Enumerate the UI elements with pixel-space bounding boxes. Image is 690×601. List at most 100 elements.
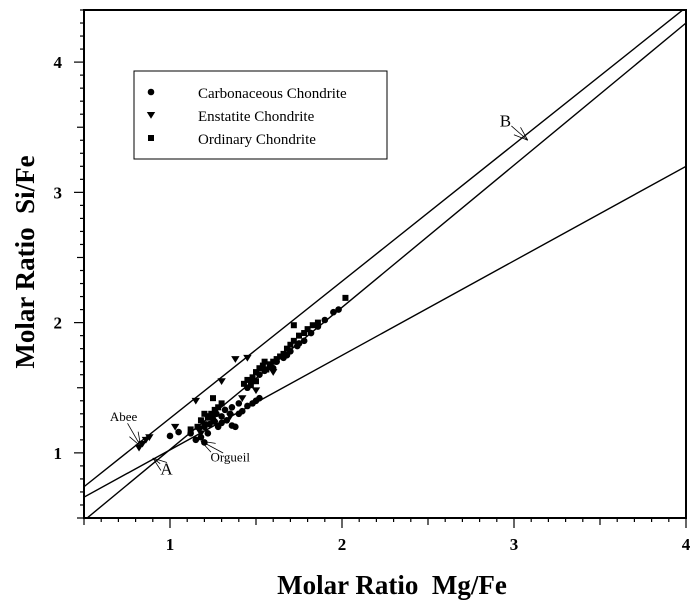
point-circle (197, 433, 205, 441)
point-circle (335, 306, 342, 313)
y-tick-label: 2 (54, 314, 63, 333)
point-circle (206, 420, 213, 428)
point-circle (192, 436, 200, 444)
annotation-arrowhead (152, 457, 162, 471)
point-square (247, 382, 254, 389)
point-square (287, 341, 294, 348)
annotation-label: B (500, 112, 511, 131)
line-upper (84, 10, 684, 488)
point-square (342, 294, 349, 301)
annotation-arrowhead (137, 431, 142, 447)
point-triangle-down (134, 444, 144, 452)
point-circle (223, 417, 231, 424)
regression-lines (84, 10, 686, 518)
point-circle (321, 316, 329, 324)
y-axis-title: Molar Ratio Si/Fe (10, 155, 40, 368)
point-square (283, 345, 290, 352)
annotation-b: B (500, 112, 529, 141)
point-triangle-down (191, 397, 200, 405)
plot-frame (83, 9, 687, 519)
annotation-arrow (200, 440, 224, 454)
line-lower (84, 165, 686, 498)
point-circle (300, 337, 308, 345)
x-tick-label: 3 (510, 535, 519, 554)
point-circle (244, 402, 251, 410)
point-square (218, 400, 225, 407)
point-circle (221, 406, 229, 414)
point-circle (175, 428, 182, 436)
point-square (201, 421, 208, 428)
point-triangle-down (238, 395, 247, 402)
point-square (201, 410, 208, 417)
point-square (256, 365, 263, 372)
annotation-arrowhead (200, 440, 212, 453)
point-circle (228, 403, 236, 411)
annotation-arrow (127, 423, 142, 447)
legend-box (133, 70, 388, 160)
point-square (259, 362, 266, 369)
point-circle (232, 423, 239, 431)
annotations: A B Abee Orgueil (110, 112, 529, 478)
annotation-arrowhead (513, 134, 528, 141)
point-circle (235, 400, 243, 407)
point-square (204, 414, 211, 421)
point-square (240, 380, 247, 387)
point-circle (218, 419, 225, 427)
annotation-arrow (152, 457, 161, 464)
point-square (261, 358, 268, 365)
annotation-arrowhead (152, 457, 168, 463)
point-circle (330, 308, 337, 316)
legend: Carbonaceous Chondrite Enstatite Chondrit… (133, 70, 388, 160)
point-square (211, 406, 218, 413)
point-square (273, 356, 280, 363)
point-square (194, 423, 201, 430)
y-tick-label: 1 (54, 444, 63, 463)
y-tick-label: 4 (54, 53, 63, 72)
point-square (296, 332, 302, 339)
annotation-a: A (152, 457, 173, 478)
annotation-orgueil: Orgueil (200, 440, 250, 464)
point-square (290, 337, 297, 344)
point-square (210, 395, 216, 402)
line-middle (86, 22, 686, 518)
point-circle (218, 413, 225, 420)
point-triangle-down (269, 369, 278, 376)
x-tick-label: 2 (338, 535, 347, 554)
point-square (187, 426, 194, 433)
legend-label: Enstatite Chondrite (198, 109, 315, 125)
legend-label: Ordinary Chondrite (198, 132, 316, 148)
point-circle (209, 415, 217, 423)
point-square (266, 361, 273, 368)
point-square (253, 378, 259, 385)
point-circle (166, 432, 174, 440)
point-square (263, 366, 270, 373)
annotation-label: Orgueil (210, 449, 250, 464)
point-square (301, 330, 308, 337)
annotation-label: Abee (110, 409, 138, 424)
point-circle (256, 394, 263, 402)
point-triangle-down (226, 413, 235, 421)
annotation-arrowhead (520, 127, 529, 141)
annotation-arrow (511, 125, 529, 141)
legend-items: Carbonaceous Chondrite Enstatite Chondrit… (146, 86, 347, 148)
point-triangle-down (170, 423, 180, 431)
point-square (244, 376, 251, 383)
point-square (208, 410, 215, 417)
x-tick-label: 4 (682, 535, 690, 554)
point-triangle-down (243, 354, 252, 362)
point-circle (204, 430, 212, 437)
point-circle (295, 340, 303, 347)
annotation-arrowhead (129, 436, 142, 447)
point-square (270, 358, 277, 365)
legend-item: Ordinary Chondrite (148, 132, 316, 148)
y-tick-label: 3 (54, 183, 63, 202)
point-square (304, 326, 311, 333)
point-square (314, 319, 321, 326)
point-triangle-down (251, 387, 261, 395)
point-square (253, 369, 259, 376)
legend-item: Enstatite Chondrite (146, 109, 315, 125)
point-triangle-down (217, 378, 226, 386)
data-points (134, 294, 349, 452)
legend-item: Carbonaceous Chondrite (147, 86, 347, 102)
